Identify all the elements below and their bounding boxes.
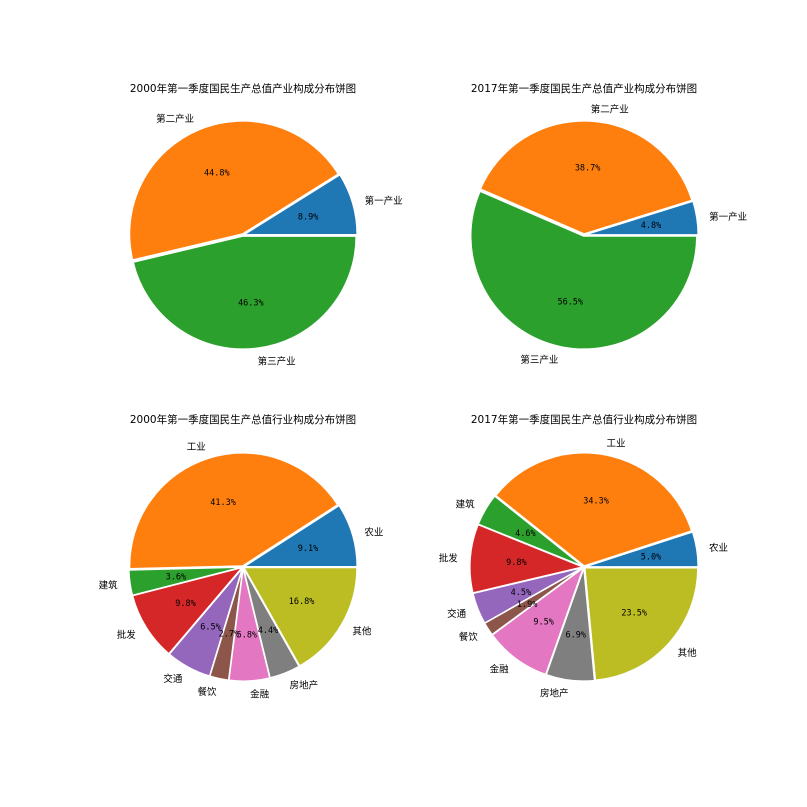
pct-label-industry: 34.3% — [583, 496, 609, 506]
category-label-other: 其他 — [678, 647, 698, 659]
category-label-agriculture: 农业 — [709, 542, 728, 554]
category-label-primary-sector: 第一产业 — [709, 211, 747, 223]
category-label-construction: 建筑 — [456, 498, 476, 510]
pie-labels: 8.9% 第一产业 44.8% 第二产业 46.3% 第三产业 — [156, 113, 402, 367]
category-label-industry: 工业 — [607, 438, 626, 449]
category-label-secondary-sector: 第二产业 — [156, 113, 194, 125]
chart-title: 2000年第一季度国民生产总值行业构成分布饼图 — [130, 413, 356, 426]
category-label-industry: 工业 — [187, 442, 206, 453]
pie-chart-2000-industry-sector: 2000年第一季度国民生产总值产业构成分布饼图 8.9% 第一产业 44.8% 第二产… — [128, 82, 403, 368]
pie-slice-agriculture — [584, 531, 699, 568]
pie-slice-primary-sector — [584, 200, 699, 236]
pct-label-construction: 4.6% — [515, 529, 535, 539]
pie-slices — [128, 452, 358, 682]
category-label-wholesale: 批发 — [117, 629, 137, 641]
pct-label-tertiary-sector: 46.3% — [238, 298, 264, 308]
pct-label-primary-sector: 4.8% — [641, 221, 661, 231]
chart-title: 2000年第一季度国民生产总值产业构成分布饼图 — [130, 82, 356, 95]
category-label-real-estate: 房地产 — [540, 688, 569, 700]
category-label-transport: 交通 — [163, 673, 183, 685]
chart-title: 2017年第一季度国民生产总值产业构成分布饼图 — [471, 82, 697, 95]
category-label-transport: 交通 — [447, 608, 467, 620]
pct-label-agriculture: 9.1% — [298, 544, 318, 554]
category-label-finance: 金融 — [490, 664, 510, 676]
pie-slice-real-estate — [545, 567, 596, 682]
category-label-agriculture: 农业 — [364, 526, 383, 538]
pie-chart-2017-industry-sector: 2017年第一季度国民生产总值产业构成分布饼图 4.8% 第一产业 38.7% 第二产… — [470, 82, 747, 366]
pct-label-agriculture: 5.0% — [641, 552, 661, 562]
category-label-tertiary-sector: 第三产业 — [520, 354, 558, 366]
pct-label-wholesale: 9.8% — [506, 558, 526, 568]
chart-title: 2017年第一季度国民生产总值行业构成分布饼图 — [471, 413, 697, 426]
pie-labels: 5.0% 农业 34.3% 工业 4.6% 建筑 9.8% 批发 4.5% 交通 1.9% 餐饮 9.5… — [439, 438, 728, 699]
pie-slice-tertiary-sector — [470, 190, 698, 350]
pie-labels: 9.1% 农业 41.3% 工业 3.6% 建筑 9.8% 批发 6.5% 交通 2.7% 餐饮 5.8… — [99, 442, 384, 700]
category-label-wholesale: 批发 — [439, 552, 459, 564]
pct-label-real-estate: 6.9% — [565, 630, 585, 640]
pie-slices — [469, 452, 699, 682]
pct-label-transport: 6.5% — [200, 623, 220, 633]
pct-label-finance: 5.8% — [237, 631, 257, 641]
pct-label-wholesale: 9.8% — [175, 599, 195, 609]
pie-slices — [128, 120, 358, 350]
pct-label-primary-sector: 8.9% — [298, 212, 318, 222]
pie-slice-other — [584, 567, 699, 682]
pie-slice-agriculture — [241, 504, 358, 568]
pct-label-secondary-sector: 44.8% — [204, 168, 230, 178]
pct-label-finance: 9.5% — [533, 617, 553, 627]
pct-label-other: 16.8% — [289, 597, 315, 607]
category-label-construction: 建筑 — [99, 579, 119, 591]
pie-slice-other — [242, 566, 358, 667]
pct-label-industry: 41.3% — [210, 498, 236, 508]
pct-label-real-estate: 4.4% — [258, 626, 278, 636]
pie-chart-2017-industry-branch: 2017年第一季度国民生产总值行业构成分布饼图 5.0% 农业 34.3% 工业 4.6… — [439, 413, 728, 700]
pie-slice-industry — [494, 452, 693, 567]
pie-labels: 4.8% 第一产业 38.7% 第二产业 56.5% 第三产业 — [520, 104, 747, 366]
category-label-finance: 金融 — [250, 688, 270, 700]
pct-label-secondary-sector: 38.7% — [575, 163, 601, 173]
pct-label-catering: 2.7% — [219, 629, 239, 639]
category-label-tertiary-sector: 第三产业 — [258, 356, 296, 368]
pie-slice-tertiary-sector — [132, 235, 357, 350]
pie-slice-secondary-sector — [128, 120, 340, 261]
pie-slice-real-estate — [242, 567, 301, 679]
category-label-primary-sector: 第一产业 — [365, 195, 403, 207]
pct-label-construction: 3.6% — [166, 572, 186, 582]
pie-slice-secondary-sector — [479, 120, 693, 235]
pie-slices — [470, 120, 699, 350]
pct-label-other: 23.5% — [621, 609, 647, 619]
category-label-catering: 餐饮 — [198, 686, 218, 698]
category-label-catering: 餐饮 — [459, 631, 479, 643]
pct-label-transport: 4.5% — [511, 588, 531, 598]
category-label-real-estate: 房地产 — [290, 680, 319, 692]
pie-slice-primary-sector — [241, 173, 358, 236]
pie-slice-industry — [128, 452, 339, 570]
pct-label-catering: 1.9% — [517, 600, 537, 610]
pie-chart-2000-industry-branch: 2000年第一季度国民生产总值行业构成分布饼图 9.1% 农业 41.3% 工业 3.6… — [99, 413, 384, 700]
pct-label-tertiary-sector: 56.5% — [557, 297, 583, 307]
category-label-secondary-sector: 第二产业 — [591, 104, 629, 116]
category-label-other: 其他 — [352, 626, 372, 638]
